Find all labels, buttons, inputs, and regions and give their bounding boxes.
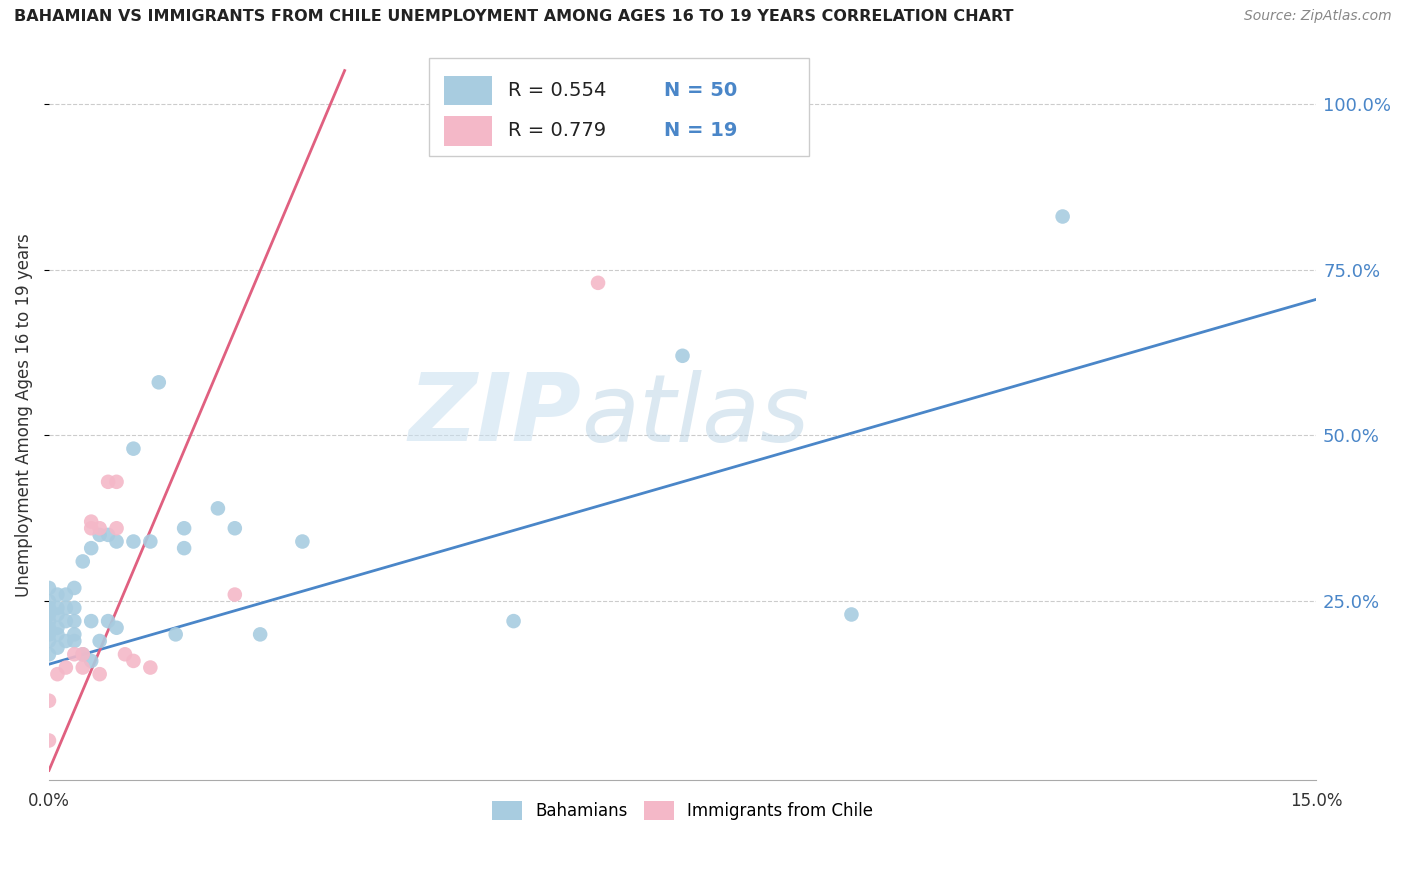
Point: [165, 627, 187, 641]
Point: [80, 515, 103, 529]
Point: [46, 588, 69, 602]
Point: [63, 600, 86, 615]
Point: [46, 640, 69, 655]
Point: [55, 634, 77, 648]
Point: [55, 588, 77, 602]
Point: [105, 534, 128, 549]
Point: [97, 528, 120, 542]
Point: [1052, 210, 1074, 224]
Point: [97, 475, 120, 489]
Point: [249, 627, 271, 641]
Point: [38, 607, 60, 622]
Point: [38, 733, 60, 747]
Bar: [444, 76, 492, 105]
Point: [173, 541, 195, 556]
Point: [55, 614, 77, 628]
Bar: [444, 116, 492, 145]
Point: [55, 600, 77, 615]
Text: R = 0.554: R = 0.554: [508, 81, 606, 100]
Point: [291, 534, 314, 549]
Text: ZIP: ZIP: [408, 369, 581, 461]
Point: [671, 349, 693, 363]
Point: [63, 634, 86, 648]
Text: N = 19: N = 19: [664, 121, 737, 140]
Point: [72, 554, 94, 568]
Point: [89, 667, 111, 681]
Point: [72, 660, 94, 674]
Point: [72, 647, 94, 661]
Point: [38, 627, 60, 641]
Point: [89, 634, 111, 648]
Point: [105, 521, 128, 535]
Point: [46, 600, 69, 615]
Point: [63, 647, 86, 661]
Point: [38, 694, 60, 708]
Point: [38, 581, 60, 595]
Point: [63, 581, 86, 595]
Point: [841, 607, 863, 622]
Point: [46, 607, 69, 622]
Point: [114, 647, 136, 661]
Point: [80, 614, 103, 628]
Point: [139, 660, 162, 674]
Point: [148, 376, 170, 390]
Point: [122, 654, 145, 668]
Point: [63, 627, 86, 641]
Text: Source: ZipAtlas.com: Source: ZipAtlas.com: [1244, 9, 1392, 23]
Point: [80, 541, 103, 556]
Point: [586, 276, 609, 290]
Text: BAHAMIAN VS IMMIGRANTS FROM CHILE UNEMPLOYMENT AMONG AGES 16 TO 19 YEARS CORRELA: BAHAMIAN VS IMMIGRANTS FROM CHILE UNEMPL…: [14, 9, 1014, 24]
Point: [46, 667, 69, 681]
Point: [89, 528, 111, 542]
Point: [55, 660, 77, 674]
Point: [105, 475, 128, 489]
Point: [63, 614, 86, 628]
Point: [105, 621, 128, 635]
Point: [122, 534, 145, 549]
Point: [38, 621, 60, 635]
Point: [46, 621, 69, 635]
Point: [122, 442, 145, 456]
Point: [72, 647, 94, 661]
Point: [38, 614, 60, 628]
Point: [224, 588, 246, 602]
Point: [97, 614, 120, 628]
Point: [38, 594, 60, 608]
Point: [80, 654, 103, 668]
Point: [89, 521, 111, 535]
Y-axis label: Unemployment Among Ages 16 to 19 years: Unemployment Among Ages 16 to 19 years: [15, 234, 32, 598]
Point: [38, 647, 60, 661]
Point: [38, 634, 60, 648]
Point: [502, 614, 524, 628]
Point: [46, 627, 69, 641]
Point: [173, 521, 195, 535]
Point: [80, 521, 103, 535]
Text: N = 50: N = 50: [664, 81, 737, 100]
Point: [139, 534, 162, 549]
Point: [207, 501, 229, 516]
Text: R = 0.779: R = 0.779: [508, 121, 606, 140]
FancyBboxPatch shape: [429, 58, 810, 156]
Point: [38, 600, 60, 615]
Text: atlas: atlas: [581, 370, 810, 461]
Legend: Bahamians, Immigrants from Chile: Bahamians, Immigrants from Chile: [485, 794, 880, 827]
Point: [224, 521, 246, 535]
